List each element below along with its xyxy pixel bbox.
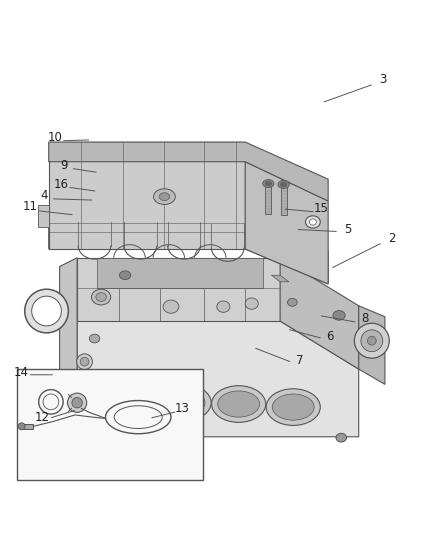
Ellipse shape (278, 181, 289, 188)
Bar (17, 369, 203, 480)
Ellipse shape (309, 219, 316, 225)
Ellipse shape (367, 336, 376, 345)
Ellipse shape (120, 271, 131, 280)
Ellipse shape (212, 386, 266, 422)
Bar (265, 183, 272, 214)
Polygon shape (272, 275, 289, 282)
Polygon shape (280, 258, 359, 369)
Text: 8: 8 (362, 312, 369, 325)
Text: 11: 11 (23, 200, 38, 213)
Ellipse shape (92, 289, 111, 305)
Ellipse shape (32, 296, 61, 326)
Text: 14: 14 (14, 366, 29, 378)
Ellipse shape (90, 385, 102, 394)
Ellipse shape (272, 394, 314, 420)
Text: 3: 3 (379, 73, 386, 86)
Ellipse shape (96, 293, 106, 302)
Text: 4: 4 (41, 189, 48, 202)
Ellipse shape (157, 384, 211, 421)
Text: 9: 9 (60, 159, 68, 172)
Text: 16: 16 (53, 178, 68, 191)
Polygon shape (245, 161, 328, 284)
Text: 7: 7 (296, 354, 304, 367)
Ellipse shape (245, 298, 258, 309)
Polygon shape (359, 306, 385, 384)
Ellipse shape (159, 193, 170, 200)
Ellipse shape (281, 182, 287, 187)
Ellipse shape (333, 311, 345, 320)
Ellipse shape (163, 390, 205, 416)
Ellipse shape (305, 216, 320, 228)
Ellipse shape (288, 298, 297, 306)
Ellipse shape (77, 354, 92, 369)
Bar (281, 183, 287, 215)
Ellipse shape (266, 389, 320, 425)
Polygon shape (60, 258, 77, 395)
Ellipse shape (153, 189, 175, 205)
Ellipse shape (18, 423, 25, 430)
Ellipse shape (67, 393, 87, 413)
Text: 10: 10 (48, 131, 63, 144)
Polygon shape (97, 258, 263, 288)
Polygon shape (49, 142, 328, 201)
Ellipse shape (218, 391, 260, 417)
Ellipse shape (25, 289, 68, 333)
Ellipse shape (89, 334, 100, 343)
Text: 13: 13 (174, 402, 189, 415)
Ellipse shape (163, 300, 179, 313)
Ellipse shape (80, 357, 89, 366)
Text: 2: 2 (388, 232, 395, 245)
Text: 12: 12 (35, 410, 49, 424)
Ellipse shape (354, 323, 389, 358)
Text: 15: 15 (314, 203, 329, 215)
Ellipse shape (72, 398, 82, 408)
Ellipse shape (217, 301, 230, 312)
Ellipse shape (265, 181, 272, 185)
Text: 5: 5 (344, 223, 351, 236)
Ellipse shape (263, 180, 274, 188)
Text: 6: 6 (327, 330, 334, 343)
Polygon shape (38, 205, 49, 227)
Polygon shape (49, 142, 245, 249)
Polygon shape (21, 424, 33, 429)
Ellipse shape (109, 388, 150, 414)
Ellipse shape (361, 330, 383, 352)
Ellipse shape (336, 433, 346, 442)
Ellipse shape (102, 383, 156, 419)
Polygon shape (77, 258, 280, 321)
Polygon shape (77, 321, 359, 437)
Polygon shape (49, 214, 328, 284)
